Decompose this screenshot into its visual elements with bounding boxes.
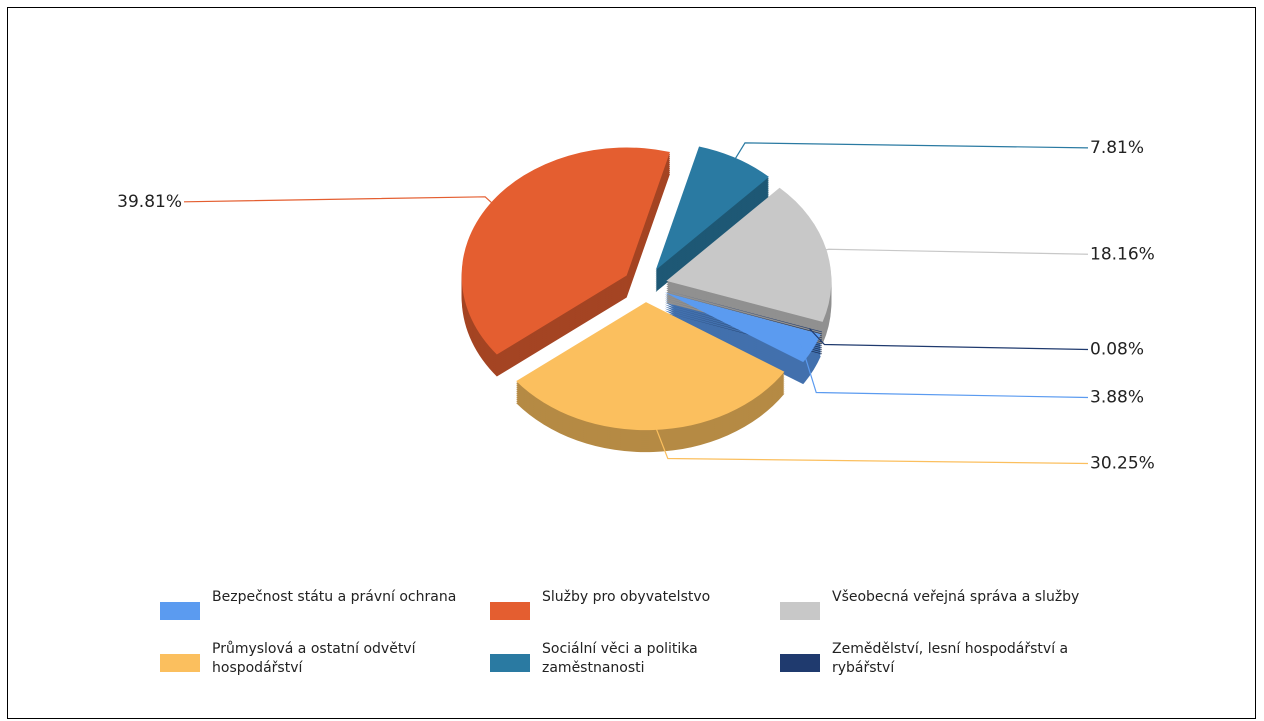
data-label: 3.88%	[1090, 388, 1144, 408]
legend-item: Zemědělství, lesní hospodářství a rybářs…	[780, 640, 1140, 692]
leader-line	[813, 248, 1089, 255]
data-label: 0.08%	[1090, 340, 1144, 360]
slice-side	[665, 292, 823, 335]
legend-swatch	[490, 654, 530, 672]
leader-line	[183, 196, 501, 211]
legend-label: Zemědělství, lesní hospodářství a rybářs…	[832, 641, 1069, 676]
legend-item: Průmyslová a ostatní odvětví hospodářstv…	[160, 640, 490, 692]
legend-label: Sociální věci a politika zaměstnanosti	[542, 641, 698, 676]
slice	[665, 290, 823, 333]
legend-item: Sociální věci a politika zaměstnanosti	[490, 640, 780, 692]
legend-swatch	[490, 602, 530, 620]
slice	[461, 147, 670, 355]
legend-label: Průmyslová a ostatní odvětví hospodářstv…	[212, 641, 416, 676]
leader-line	[809, 328, 1089, 351]
data-label: 7.81%	[1090, 138, 1144, 158]
leader-line	[729, 142, 1089, 168]
legend-item: Bezpečnost státu a právní ochrana	[160, 588, 490, 640]
legend-label: Všeobecná veřejná správa a služby	[832, 589, 1080, 605]
legend-item: Služby pro obyvatelstvo	[490, 588, 780, 640]
leader-line	[652, 419, 1089, 465]
chart-frame	[7, 7, 1256, 719]
legend-swatch	[780, 602, 820, 620]
slice	[516, 302, 785, 431]
slice	[655, 146, 769, 271]
legend-label: Bezpečnost státu a právní ochrana	[212, 589, 457, 605]
slice	[666, 187, 832, 322]
legend-item: Všeobecná veřejná správa a služby	[780, 588, 1140, 640]
legend-swatch	[160, 602, 200, 620]
data-label: 30.25%	[1090, 453, 1155, 473]
legend-swatch	[160, 654, 200, 672]
legend-label: Služby pro obyvatelstvo	[542, 589, 711, 605]
slice	[664, 292, 821, 363]
data-label: 18.16%	[1090, 244, 1155, 264]
data-label: 39.81%	[117, 192, 182, 212]
legend: Bezpečnost státu a právní ochrana Průmysl…	[160, 588, 1140, 692]
legend-swatch	[780, 654, 820, 672]
leader-line	[800, 343, 1089, 399]
